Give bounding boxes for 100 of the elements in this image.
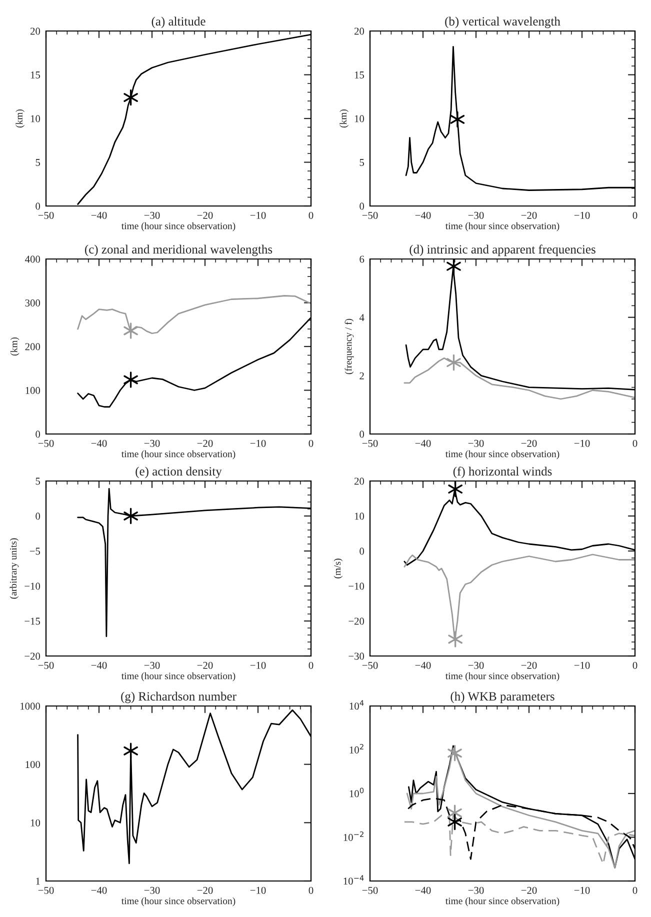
y-axis-title: (km) (340, 109, 348, 128)
y-tick-label: 0 (36, 202, 40, 210)
x-tick-label: −30 (144, 662, 160, 669)
x-tick-label: −20 (521, 212, 537, 219)
y-tick-label: −5 (30, 548, 40, 555)
y-tick-label: 10$^{−4}$ (344, 875, 364, 885)
point (448, 745, 462, 762)
x-tick-label: −20 (197, 440, 213, 447)
x-tick-label: −30 (468, 886, 484, 894)
y-tick-label: −15 (24, 618, 40, 625)
x-tick-label: 0 (632, 662, 638, 669)
x-tick-label: −40 (415, 212, 431, 219)
x-tick-label: −40 (91, 440, 107, 447)
x-tick-label: −40 (91, 886, 107, 894)
y-tick-label: 10 (354, 512, 364, 520)
y-tick-label: 1 (36, 878, 40, 885)
x-tick-label: −20 (521, 886, 537, 894)
chart-title: (c) zonal and meridional wavelengths (84, 244, 272, 256)
x-tick-label: −50 (38, 440, 54, 447)
y-tick-label: 0 (360, 202, 364, 210)
x-tick-label: 0 (308, 212, 314, 219)
x-tick-label: −10 (574, 662, 590, 669)
y-tick-label: 10$^{4}$ (350, 700, 364, 710)
y-tick-label: −30 (348, 652, 364, 660)
y-tick-label: 200 (25, 343, 40, 350)
y-tick-label: 5 (36, 478, 40, 485)
y-tick-label: 0 (36, 512, 40, 520)
x-tick-label: −30 (144, 886, 160, 894)
x-axis-title: time (hour since observation) (445, 222, 560, 232)
y-axis-title: (km) (16, 109, 24, 128)
x-tick-label: −50 (38, 212, 54, 219)
chart-title: (f) horizontal winds (453, 466, 552, 478)
x-axis-title: time (hour since observation) (121, 222, 236, 232)
x-tick-label: −10 (574, 886, 590, 894)
y-tick-label: 15 (30, 71, 40, 78)
y-tick-label: 5 (360, 159, 364, 166)
x-tick-label: −10 (574, 440, 590, 447)
y-axis-title: (frequency / f) (344, 318, 354, 374)
x-tick-label: −10 (574, 212, 590, 219)
x-tick-label: −10 (250, 662, 266, 669)
y-tick-label: 20 (354, 28, 364, 35)
x-tick-label: −20 (521, 440, 537, 447)
y-tick-label: 10$^{0}$ (350, 788, 364, 798)
x-tick-label: −30 (468, 662, 484, 669)
y-tick-label: 10 (30, 819, 40, 826)
x-tick-label: −50 (362, 440, 378, 447)
x-tick-label: 0 (308, 662, 314, 669)
chart-title: (h) WKB parameters (450, 692, 554, 704)
y-tick-label: −10 (348, 582, 364, 590)
x-tick-label: −30 (468, 440, 484, 447)
x-tick-label: −30 (144, 440, 160, 447)
y-tick-label: 2 (360, 372, 364, 380)
y-tick-label: 20 (30, 28, 40, 35)
y-tick-label: 10$^{2}$ (350, 744, 364, 754)
y-tick-label: 400 (25, 256, 40, 263)
point (448, 814, 462, 830)
x-tick-label: −10 (250, 440, 266, 447)
y-tick-label: 20 (354, 478, 364, 485)
x-tick-label: 0 (632, 440, 638, 447)
x-tick-label: −30 (144, 212, 160, 219)
x-axis-title: time (hour since observation) (445, 672, 560, 682)
x-tick-label: −20 (197, 886, 213, 894)
y-axis-title: (arbitrary units) (10, 538, 19, 599)
x-tick-label: −30 (468, 212, 484, 219)
chart-title: (d) intrinsic and apparent frequencies (410, 244, 596, 256)
x-tick-label: −40 (91, 662, 107, 669)
x-axis-title: time (hour since observation) (121, 450, 236, 460)
y-tick-label: 100 (26, 386, 40, 394)
x-tick-label: −50 (362, 886, 378, 894)
x-tick-label: −50 (362, 662, 378, 669)
x-tick-label: −50 (38, 886, 54, 894)
y-tick-label: 0 (36, 430, 40, 438)
y-tick-label: 4 (359, 314, 364, 321)
x-tick-label: −10 (250, 212, 266, 219)
x-tick-label: 0 (632, 886, 638, 894)
x-tick-label: −10 (250, 886, 266, 894)
x-tick-label: −20 (197, 212, 213, 219)
x-tick-label: −40 (415, 662, 431, 669)
x-tick-label: −40 (415, 440, 431, 447)
y-tick-label: −20 (348, 618, 364, 625)
x-tick-label: −50 (38, 662, 54, 669)
y-tick-label: 15 (354, 71, 364, 78)
x-tick-label: 0 (308, 440, 314, 447)
y-tick-label: 5 (36, 159, 40, 166)
chart-title: (g) Richardson number (121, 692, 236, 704)
y-tick-label: 100 (26, 761, 40, 768)
x-tick-label: −50 (362, 212, 378, 219)
y-tick-label: 1000 (20, 702, 40, 710)
y-tick-label: 10$^{−2}$ (344, 831, 364, 841)
x-tick-label: −40 (91, 212, 107, 219)
y-tick-label: 0 (360, 548, 364, 555)
y-tick-label: 0 (360, 430, 364, 438)
y-tick-label: 10 (354, 115, 364, 122)
x-axis-title: time (hour since observation) (121, 672, 236, 682)
chart-title: (e) action density (136, 466, 222, 478)
y-tick-label: 6 (360, 256, 364, 263)
x-tick-label: 0 (632, 212, 638, 219)
y-axis-title: (km) (10, 337, 20, 356)
x-tick-label: 0 (308, 886, 314, 894)
chart-title: (a) altitude (152, 16, 206, 28)
